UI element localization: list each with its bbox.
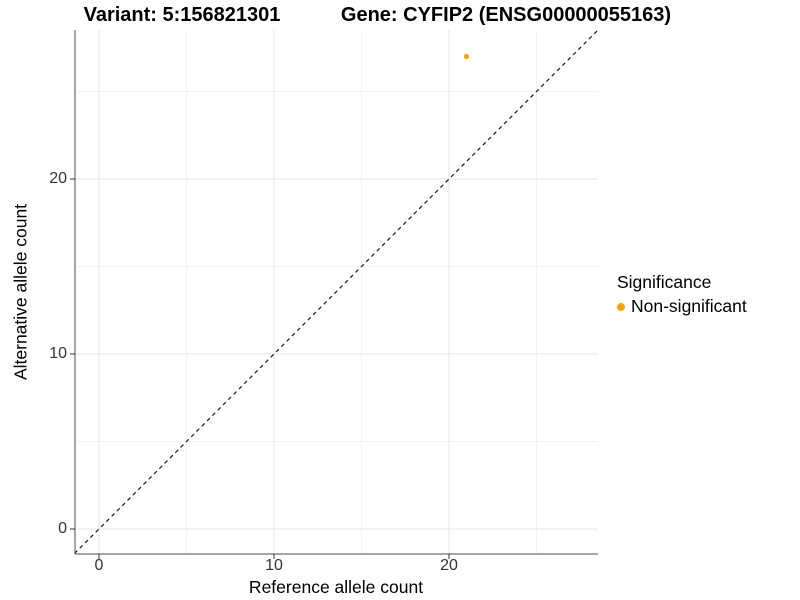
x-tick-label: 10 bbox=[265, 557, 283, 574]
y-tick-label: 0 bbox=[58, 520, 67, 537]
legend-item-label: Non-significant bbox=[631, 296, 747, 316]
legend-point-icon bbox=[617, 302, 625, 311]
identity-line bbox=[74, 29, 599, 554]
y-tick-label: 10 bbox=[49, 345, 67, 362]
legend-title: Significance bbox=[617, 272, 712, 292]
legend-item-non-significant: Non-significant bbox=[617, 296, 747, 317]
data-point bbox=[463, 53, 470, 60]
plot-title-gene: Gene: CYFIP2 (ENSG00000055163) bbox=[340, 4, 672, 26]
y-tick-label: 20 bbox=[49, 170, 67, 187]
x-tick-label: 20 bbox=[440, 557, 458, 574]
y-axis-title: Alternative allele count bbox=[10, 203, 31, 381]
x-axis-title: Reference allele count bbox=[248, 577, 424, 597]
x-tick-label: 0 bbox=[94, 557, 104, 574]
legend: Significance Non-significant bbox=[617, 272, 747, 317]
plot-title-variant: Variant: 5:156821301 bbox=[83, 4, 281, 26]
